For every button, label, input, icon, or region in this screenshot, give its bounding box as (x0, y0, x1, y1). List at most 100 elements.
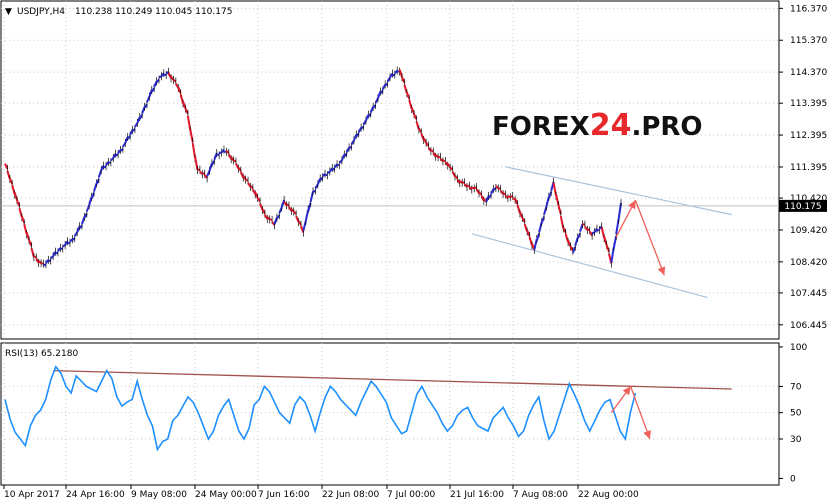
price-segment (430, 149, 434, 153)
price-segment (273, 217, 278, 225)
x-tick-label: 9 May 08:00 (131, 490, 187, 500)
dropdown-triangle-icon[interactable]: ▼ (5, 7, 12, 17)
price-segment (610, 246, 615, 263)
price-tick-label: 111.395 (790, 163, 827, 173)
price-segment (170, 75, 175, 81)
price-segment (45, 259, 50, 264)
rsi-label: RSI(13) 65.2180 (5, 349, 78, 359)
price-segment (103, 165, 107, 169)
x-tick-label: 7 Jun 16:00 (258, 490, 310, 500)
watermark-logo: FOREX24.PRO (492, 108, 703, 143)
price-segment (131, 128, 136, 132)
price-segment (295, 215, 300, 223)
price-segment (509, 195, 514, 198)
x-tick-label: 24 May 00:00 (195, 490, 257, 500)
price-segment (218, 151, 222, 155)
price-segment (471, 186, 475, 190)
price-segment (297, 220, 302, 226)
price-segment (463, 183, 468, 188)
watermark-text-b: 24 (590, 108, 632, 143)
price-segment (254, 191, 259, 199)
price-segment (93, 183, 98, 192)
price-segment (242, 175, 247, 181)
price-segment (276, 214, 281, 220)
rsi-line (4, 365, 637, 452)
price-segment (321, 173, 326, 178)
price-segment (507, 195, 511, 199)
price-segment (150, 87, 156, 93)
price-segment (16, 199, 21, 207)
price-segment (559, 216, 565, 229)
price-segment (605, 244, 610, 253)
price-segment (266, 216, 271, 221)
price-segment (300, 225, 305, 233)
price-segment (211, 160, 216, 166)
price-segment (519, 211, 524, 219)
price-segment (191, 142, 197, 159)
current-price-label: 110.175 (784, 202, 821, 212)
price-segment (319, 176, 324, 181)
price-segment (403, 84, 408, 94)
price-segment (348, 145, 353, 150)
price-segment (177, 86, 182, 94)
price-segment (495, 185, 499, 190)
price-segment (569, 246, 574, 252)
price-segment (90, 192, 95, 200)
price-segment (194, 156, 199, 171)
price-segment (432, 151, 437, 158)
price-segment (160, 72, 165, 77)
price-tick-label: 114.370 (790, 68, 827, 78)
price-segment (526, 230, 531, 237)
price-segment (288, 206, 293, 212)
price-segment (261, 208, 266, 215)
price-segment (189, 129, 194, 143)
price-segment (350, 139, 355, 146)
channel-layer (471, 166, 732, 299)
price-segment (499, 190, 504, 195)
price-panel (0, 0, 780, 340)
price-segment (398, 69, 403, 78)
price-segment (338, 159, 343, 164)
price-tick-label: 108.420 (790, 258, 827, 268)
price-segment (552, 182, 558, 197)
price-segment (456, 179, 461, 184)
price-segment (42, 263, 47, 267)
price-segment (290, 208, 295, 213)
price-segment (122, 142, 127, 148)
price-segment (478, 191, 483, 196)
price-segment (367, 112, 372, 118)
x-tick-label: 10 Apr 2017 (4, 490, 60, 500)
price-segment (588, 230, 594, 237)
price-segment (278, 207, 283, 214)
price-segment (25, 231, 31, 241)
price-segment (110, 157, 114, 162)
price-segment (112, 153, 117, 159)
price-segment (64, 240, 69, 246)
price-segment (13, 192, 18, 201)
tick-labels: 116.370 115.370 114.370 113.395 112.395 111.3… (3, 4, 827, 500)
price-segment (492, 187, 497, 191)
price-segment (81, 216, 86, 225)
price-segment (574, 237, 579, 247)
price-segment (186, 115, 192, 131)
price-segment (584, 226, 589, 231)
watermark-text-c: .PRO (631, 112, 702, 142)
price-segment (357, 127, 363, 133)
x-tick-label: 7 Jul 00:00 (387, 490, 436, 500)
watermark-text-a: FOREX (492, 112, 590, 142)
price-segment (30, 247, 35, 258)
price-segment (141, 106, 146, 114)
channel-upper-line (505, 166, 732, 216)
x-tick-label: 22 Jun 08:00 (322, 490, 379, 500)
price-segment (50, 255, 54, 260)
x-tick-label: 7 Aug 08:00 (513, 490, 568, 500)
price-segment (451, 171, 456, 178)
price-segment (206, 170, 211, 177)
price-segment (85, 204, 91, 212)
price-segment (617, 202, 622, 220)
price-segment (615, 219, 620, 234)
price-segment (247, 182, 252, 188)
price-segment (490, 188, 495, 195)
price-segment (233, 159, 237, 163)
